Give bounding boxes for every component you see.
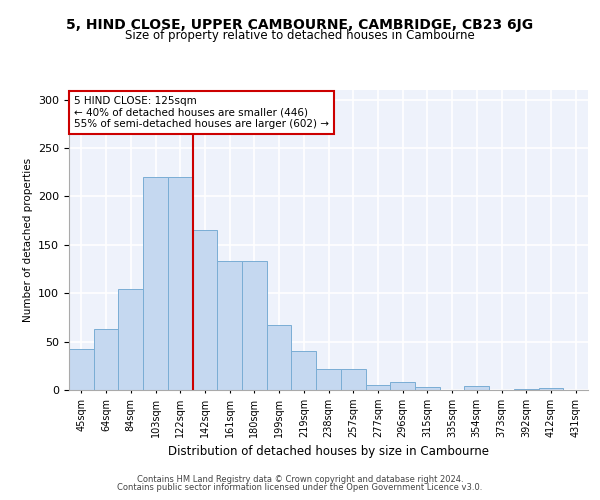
Text: Size of property relative to detached houses in Cambourne: Size of property relative to detached ho… <box>125 29 475 42</box>
Bar <box>267 325 292 390</box>
Bar <box>316 368 341 390</box>
Bar <box>539 388 563 390</box>
Y-axis label: Number of detached properties: Number of detached properties <box>23 158 32 322</box>
X-axis label: Distribution of detached houses by size in Cambourne: Distribution of detached houses by size … <box>168 446 489 458</box>
Bar <box>415 387 440 390</box>
Bar <box>292 352 316 390</box>
Bar <box>143 177 168 390</box>
Bar <box>341 368 365 390</box>
Bar <box>94 329 118 390</box>
Text: 5 HIND CLOSE: 125sqm
← 40% of detached houses are smaller (446)
55% of semi-deta: 5 HIND CLOSE: 125sqm ← 40% of detached h… <box>74 96 329 129</box>
Bar <box>69 350 94 390</box>
Bar <box>168 177 193 390</box>
Text: 5, HIND CLOSE, UPPER CAMBOURNE, CAMBRIDGE, CB23 6JG: 5, HIND CLOSE, UPPER CAMBOURNE, CAMBRIDG… <box>67 18 533 32</box>
Bar <box>242 262 267 390</box>
Bar <box>514 389 539 390</box>
Text: Contains HM Land Registry data © Crown copyright and database right 2024.: Contains HM Land Registry data © Crown c… <box>137 475 463 484</box>
Bar <box>365 385 390 390</box>
Bar <box>217 262 242 390</box>
Bar <box>464 386 489 390</box>
Bar <box>118 290 143 390</box>
Bar <box>390 382 415 390</box>
Bar <box>193 230 217 390</box>
Text: Contains public sector information licensed under the Open Government Licence v3: Contains public sector information licen… <box>118 484 482 492</box>
